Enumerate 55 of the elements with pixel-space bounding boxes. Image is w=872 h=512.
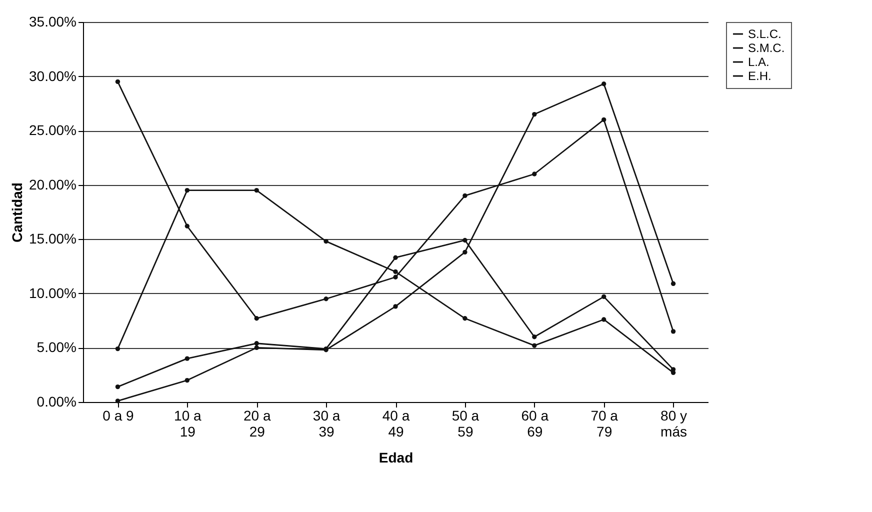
x-tick-label: 20 a 29: [243, 408, 271, 440]
point: [670, 329, 676, 334]
point: [254, 316, 259, 321]
point: [115, 346, 120, 352]
point: [462, 238, 468, 243]
point: [462, 193, 468, 198]
point: [184, 378, 190, 383]
x-tick-label: 50 a 59: [452, 408, 480, 440]
x-axis-title: Edad: [378, 450, 414, 466]
point: [184, 188, 190, 193]
point: [532, 112, 537, 117]
point: [670, 281, 676, 286]
x-tick-label: 30 a 39: [312, 408, 340, 440]
y-tick-label: 15.00%: [29, 230, 76, 247]
point: [115, 398, 120, 404]
point: [324, 238, 328, 244]
x-tick-label: 70 a 79: [590, 408, 618, 440]
legend-label: L.A.: [748, 55, 770, 69]
point: [532, 172, 537, 176]
point: [462, 316, 468, 321]
point: [254, 188, 259, 193]
point: [393, 274, 398, 280]
point: [601, 294, 606, 300]
x-tick-label: 40 a 49: [382, 408, 410, 440]
point: [462, 250, 468, 255]
point: [601, 317, 606, 322]
point: [393, 304, 398, 309]
legend-label: S.M.C.: [748, 41, 785, 55]
y-tick-label: 5.00%: [36, 339, 76, 356]
point: [532, 343, 537, 348]
y-tick-label: 20.00%: [29, 176, 76, 192]
y-tick-label: 25.00%: [29, 122, 76, 138]
point: [393, 255, 398, 260]
point: [532, 334, 537, 340]
y-tick-label: 30.00%: [29, 68, 76, 84]
x-tick-label: 10 a 19: [174, 408, 202, 440]
x-tick-label: 80 y más: [660, 408, 688, 440]
legend-label: E.H.: [748, 69, 772, 83]
point: [601, 117, 606, 122]
point: [601, 82, 606, 86]
y-axis-title: Cantidad: [9, 182, 26, 242]
x-tick-label: 60 a 69: [521, 408, 549, 440]
point: [115, 384, 120, 390]
point: [184, 356, 190, 361]
point: [254, 341, 259, 346]
y-tick-label: 10.00%: [29, 284, 76, 301]
y-tick-label: 0.00%: [36, 394, 76, 410]
point: [184, 224, 190, 228]
x-tick-label: 0 a 9: [102, 408, 134, 424]
point: [324, 296, 328, 302]
y-tick-label: 35.00%: [29, 14, 76, 30]
point: [115, 79, 120, 84]
legend-label: S.L.C.: [748, 27, 782, 41]
point: [393, 269, 398, 274]
point: [254, 345, 259, 350]
